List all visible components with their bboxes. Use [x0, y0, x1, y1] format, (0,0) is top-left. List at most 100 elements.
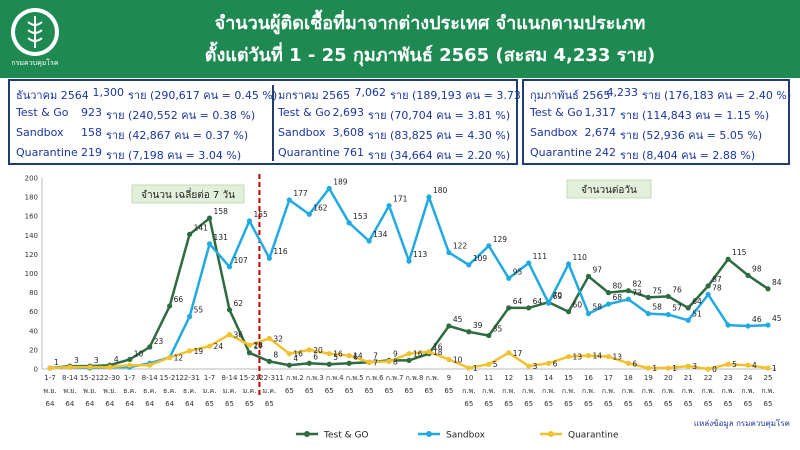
data-value-label: 8: [273, 350, 278, 359]
x-tick-label: 64: [185, 400, 194, 408]
data-value-label: 1: [772, 364, 777, 373]
series-2-point: [366, 359, 372, 365]
x-tick-label: 8-14: [142, 374, 158, 382]
data-value-label: 95: [513, 267, 523, 276]
data-value-label: 19: [194, 347, 204, 356]
series-2-point: [426, 349, 432, 355]
data-value-label: 84: [772, 278, 782, 287]
series-1-point: [685, 317, 691, 323]
series-2-point: [446, 356, 452, 363]
x-tick-label: 65: [684, 400, 693, 408]
series-1-point: [745, 323, 751, 329]
series-2-point: [685, 363, 691, 369]
x-tick-label: ก.พ.: [702, 387, 715, 395]
dec-label: Test & Go: [16, 106, 69, 119]
department-of-disease-control-emblem-icon: [11, 8, 59, 56]
dec-detail: ราย (42,867 คน = 0.37 %): [106, 129, 249, 142]
data-value-label: 57: [672, 304, 682, 313]
y-tick-label: 160: [25, 213, 38, 221]
x-tick-label: 65: [504, 400, 513, 408]
x-tick-label: 65: [704, 400, 713, 408]
series-2-point: [147, 362, 153, 368]
x-tick-label: 65: [724, 400, 733, 408]
x-tick-label: 4 ก.พ.: [339, 374, 359, 382]
series-0-point: [147, 344, 153, 350]
x-tick-label: 20: [664, 374, 673, 382]
series-1-point: [266, 255, 272, 261]
x-tick-label: ก.พ.: [622, 387, 635, 395]
jan-detail: ราย (70,704 คน = 3.81 %): [368, 109, 511, 122]
data-value-label: 4: [114, 355, 119, 364]
series-1-point: [386, 203, 392, 209]
y-tick-label: 200: [25, 175, 38, 183]
data-value-label: 25: [253, 341, 263, 350]
y-tick-label: 0: [34, 366, 38, 374]
dec-label: Sandbox: [16, 126, 64, 139]
data-value-label: 107: [234, 256, 249, 265]
data-value-label: 8: [393, 357, 398, 366]
series-1-point: [705, 291, 711, 298]
x-tick-label: พ.ย.: [43, 387, 56, 395]
x-tick-label: ม.ค.: [263, 387, 277, 395]
series-1-point: [286, 197, 292, 203]
y-tick-label: 180: [25, 194, 38, 202]
x-tick-label: 22-31: [179, 374, 199, 382]
x-tick-label: ก.พ.: [502, 387, 515, 395]
dec-detail: ราย (240,552 คน = 0.38 %): [106, 109, 256, 122]
data-value-label: 1: [473, 364, 478, 373]
x-tick-label: ก.พ.: [562, 387, 575, 395]
data-value-label: 98: [752, 264, 762, 273]
x-tick-label: พ.ย.: [103, 387, 116, 395]
data-value-label: 1: [652, 364, 657, 373]
series-2-point: [246, 342, 253, 348]
data-value-label: 129: [493, 235, 508, 244]
series-0-point: [326, 361, 332, 367]
series-0-point: [346, 360, 352, 366]
series-1-point: [306, 211, 312, 217]
x-tick-label: 8-14: [222, 374, 238, 382]
data-value-label: 109: [473, 254, 488, 263]
data-value-label: 122: [453, 241, 468, 250]
data-value-label: 177: [293, 189, 308, 198]
x-tick-label: 65: [464, 400, 473, 408]
x-tick-label: ก.พ.: [582, 387, 595, 395]
x-tick-label: 1 ก.พ.: [279, 374, 299, 382]
y-tick-label: 60: [29, 308, 38, 316]
data-value-label: 158: [214, 207, 229, 216]
data-value-label: 10: [134, 349, 144, 358]
series-1-point: [226, 264, 233, 270]
header-banner: กรมควบคุมโรค จำนวนผู้ติดเชื้อที่มาจากต่า…: [0, 0, 800, 78]
series-2-point: [286, 351, 292, 357]
y-tick-label: 80: [29, 289, 38, 297]
series-2-point: [167, 354, 173, 361]
x-tick-label: ธ.ค.: [123, 387, 136, 395]
data-value-label: 162: [313, 203, 328, 212]
series-2-point: [466, 365, 472, 371]
dec-row-0: ธันวาคม 2564 1,300 ราย (290,617 คน = 0.45 …: [16, 84, 277, 104]
series-0-point: [625, 288, 631, 294]
daily-count-note-box: [566, 179, 652, 199]
x-tick-label: 65: [484, 400, 493, 408]
x-tick-label: 1-7: [204, 374, 215, 382]
x-tick-label: ธ.ค.: [163, 387, 176, 395]
x-tick-label: ก.พ.: [761, 387, 774, 395]
x-tick-label: 22-30: [100, 374, 120, 382]
jan-row-0: มกราคม 2565 7,062 ราย (189,193 คน = 3.73 %…: [278, 84, 539, 104]
data-value-label: 23: [154, 337, 164, 346]
x-tick-label: 6 ก.พ.: [379, 374, 399, 382]
y-tick-label: 100: [25, 270, 38, 278]
x-tick-label: ธ.ค.: [183, 387, 196, 395]
data-value-label: 155: [253, 210, 268, 219]
data-value-label: 3: [74, 356, 79, 365]
jan-row-1: Test & Go 2,693 ราย (70,704 คน = 3.81 %): [278, 104, 533, 124]
x-tick-label: 15-21: [239, 374, 259, 382]
series-0-point: [127, 356, 133, 363]
data-value-label: 14: [593, 352, 603, 361]
x-tick-label: 21: [684, 374, 693, 382]
series-1-point: [486, 243, 492, 249]
x-tick-label: 65: [305, 387, 314, 395]
x-tick-label: 15: [564, 374, 573, 382]
x-tick-label: 15-21: [80, 374, 100, 382]
x-tick-label: 65: [245, 400, 254, 408]
series-0-point: [206, 215, 213, 221]
